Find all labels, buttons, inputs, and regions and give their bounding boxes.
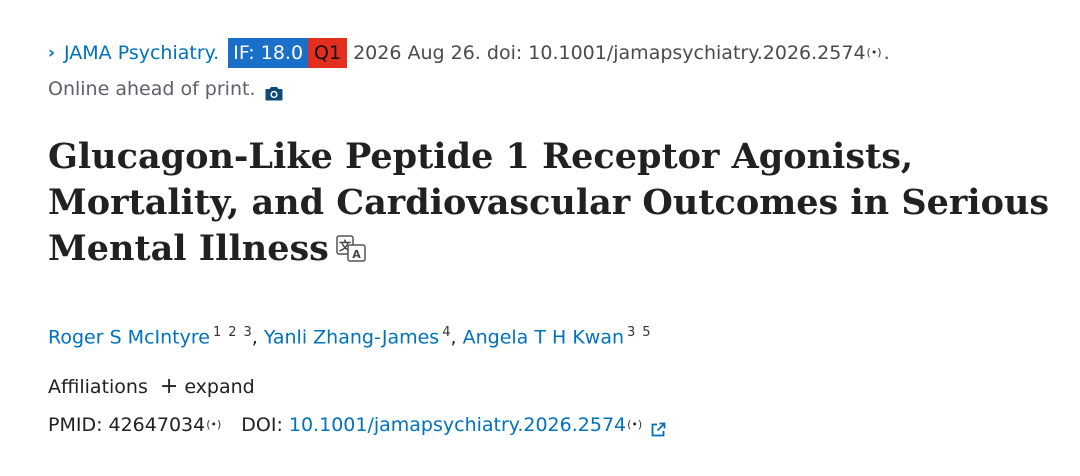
plus-icon: + (159, 374, 179, 399)
broadcast-icon: (•) (627, 418, 643, 431)
author-link[interactable]: Angela T H Kwan (462, 326, 625, 349)
affiliation-ref[interactable]: 3 (243, 325, 252, 340)
chevron-right-icon: › (48, 43, 56, 63)
affiliations-row: Affiliations + expand (48, 372, 255, 402)
article-title-text: Glucagon-Like Peptide 1 Receptor Agonist… (48, 136, 1050, 269)
expand-affiliations-button[interactable]: + expand (160, 372, 255, 402)
author-link[interactable]: Yanli Zhang-James (263, 326, 440, 349)
author-list: Roger S McIntyre 1 2 3, Yanli Zhang-James 4,… (48, 325, 651, 349)
affiliation-ref[interactable]: 2 (228, 325, 237, 340)
external-link-icon[interactable] (650, 417, 666, 437)
broadcast-icon: (•) (206, 418, 222, 431)
broadcast-icon: (•) (866, 46, 882, 59)
citation-date-doi: 2026 Aug 26. doi: 10.1001/jamapsychiatry… (353, 42, 866, 64)
author-link[interactable]: Roger S McIntyre (48, 326, 210, 349)
status-text: Online ahead of print. (48, 78, 256, 100)
citation-period: . (883, 42, 890, 64)
doi-label: DOI: (241, 414, 283, 436)
svg-text:A: A (352, 248, 361, 261)
citation-line: › JAMA Psychiatry. IF: 18.0 Q1 2026 Aug … (48, 38, 890, 68)
expand-label: expand (184, 376, 255, 398)
pmid-label: PMID: (48, 414, 103, 436)
affiliation-ref[interactable]: 4 (442, 325, 451, 340)
impact-factor-badge: IF: 18.0 (228, 38, 309, 68)
affiliation-ref[interactable]: 5 (642, 325, 651, 340)
article-title: Glucagon-Like Peptide 1 Receptor Agonist… (48, 134, 1058, 272)
affiliation-ref[interactable]: 1 (212, 325, 222, 340)
publication-status: Online ahead of print. (48, 76, 283, 102)
journal-link[interactable]: JAMA Psychiatry. (64, 42, 220, 64)
quartile-badge: Q1 (308, 38, 348, 68)
translate-icon[interactable]: 文 A (335, 229, 367, 262)
pmid-value: 42647034 (108, 414, 206, 436)
identifiers-row: PMID: 42647034 (•) DOI: 10.1001/jamapsyc… (48, 410, 666, 440)
affiliation-ref[interactable]: 3 (627, 325, 636, 340)
affiliations-label: Affiliations (48, 376, 148, 398)
camera-icon[interactable] (265, 82, 283, 100)
doi-link[interactable]: 10.1001/jamapsychiatry.2026.2574 (288, 414, 627, 436)
